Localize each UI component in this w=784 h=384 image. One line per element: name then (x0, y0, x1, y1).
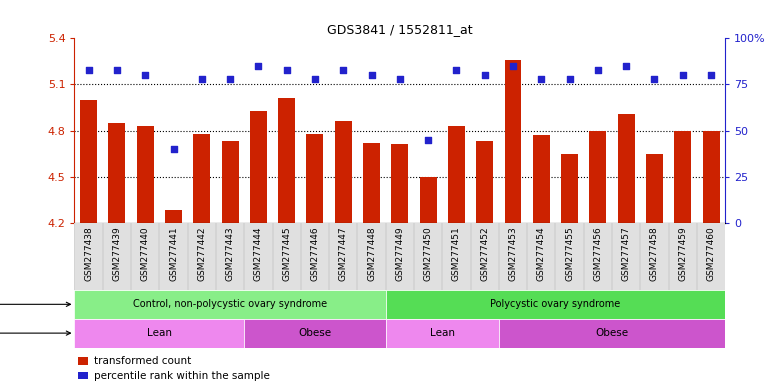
Point (195, 76, 208, 82)
Text: GSM277460: GSM277460 (706, 226, 716, 281)
Point (648, 76, 661, 82)
Bar (194, 134, 210, 223)
Text: GSM277443: GSM277443 (226, 226, 234, 281)
Text: Polycystic ovary syndrome: Polycystic ovary syndrome (490, 299, 621, 310)
Point (450, 67, 463, 73)
Point (394, 76, 406, 82)
Text: GSM277438: GSM277438 (84, 226, 93, 281)
Point (592, 67, 604, 73)
Bar (363, 143, 380, 223)
Bar (499, 319, 725, 348)
Bar (476, 141, 493, 223)
Point (506, 63, 519, 69)
Bar (419, 177, 437, 223)
Bar (278, 98, 295, 223)
Bar (222, 141, 238, 223)
Point (705, 72, 717, 78)
Bar (80, 100, 97, 223)
Bar (561, 154, 578, 223)
Text: GSM277442: GSM277442 (198, 226, 206, 281)
Text: GSM277445: GSM277445 (282, 226, 291, 281)
Point (281, 67, 293, 73)
Text: GSM277459: GSM277459 (678, 226, 688, 281)
Bar (108, 123, 125, 223)
Bar (74, 319, 245, 348)
Bar (250, 111, 267, 223)
Bar (74, 223, 725, 290)
Point (337, 67, 350, 73)
Bar (335, 121, 352, 223)
Bar (245, 319, 386, 348)
Point (422, 137, 434, 143)
Text: Lean: Lean (147, 328, 172, 338)
Text: GSM277447: GSM277447 (339, 226, 348, 281)
Text: GSM277457: GSM277457 (622, 226, 630, 281)
Text: GSM277453: GSM277453 (509, 226, 517, 281)
Bar (505, 60, 521, 223)
Text: GSM277441: GSM277441 (169, 226, 178, 281)
Text: GSM277448: GSM277448 (367, 226, 376, 281)
Point (111, 67, 123, 73)
Bar (533, 135, 550, 223)
Text: GSM277454: GSM277454 (537, 226, 546, 281)
Point (223, 76, 236, 82)
Bar (391, 144, 408, 223)
Text: Obese: Obese (596, 328, 629, 338)
Point (82, 67, 95, 73)
Point (620, 63, 633, 69)
Point (478, 72, 491, 78)
Point (564, 76, 576, 82)
Bar (165, 210, 182, 223)
Point (309, 76, 321, 82)
Bar (702, 131, 720, 223)
Point (535, 76, 547, 82)
Point (139, 72, 151, 78)
Bar (674, 131, 691, 223)
Text: GSM277452: GSM277452 (481, 226, 489, 281)
Text: GSM277450: GSM277450 (423, 226, 433, 281)
Text: GSM277458: GSM277458 (650, 226, 659, 281)
Point (252, 63, 265, 69)
Point (677, 72, 689, 78)
Bar (136, 126, 154, 223)
Text: Control, non-polycystic ovary syndrome: Control, non-polycystic ovary syndrome (133, 299, 327, 310)
Bar (386, 319, 499, 348)
Text: other: other (0, 328, 71, 338)
Text: Obese: Obese (299, 328, 332, 338)
Text: Lean: Lean (430, 328, 455, 338)
Text: GSM277449: GSM277449 (395, 226, 405, 281)
Title: GDS3841 / 1552811_at: GDS3841 / 1552811_at (327, 23, 473, 36)
Text: disease state: disease state (0, 299, 71, 310)
Point (167, 146, 180, 152)
Bar (307, 134, 324, 223)
Text: GSM277446: GSM277446 (310, 226, 319, 281)
Text: GSM277455: GSM277455 (565, 226, 574, 281)
Bar (74, 290, 386, 319)
Point (365, 72, 378, 78)
Bar (590, 131, 606, 223)
Bar (448, 126, 465, 223)
Text: GSM277444: GSM277444 (254, 226, 263, 281)
Text: GSM277439: GSM277439 (112, 226, 122, 281)
Text: percentile rank within the sample: percentile rank within the sample (94, 371, 270, 381)
Text: GSM277440: GSM277440 (140, 226, 150, 281)
Bar (646, 154, 663, 223)
Text: GSM277456: GSM277456 (593, 226, 602, 281)
Text: transformed count: transformed count (94, 356, 191, 366)
Bar (386, 290, 725, 319)
Text: GSM277451: GSM277451 (452, 226, 461, 281)
Bar (618, 114, 635, 223)
